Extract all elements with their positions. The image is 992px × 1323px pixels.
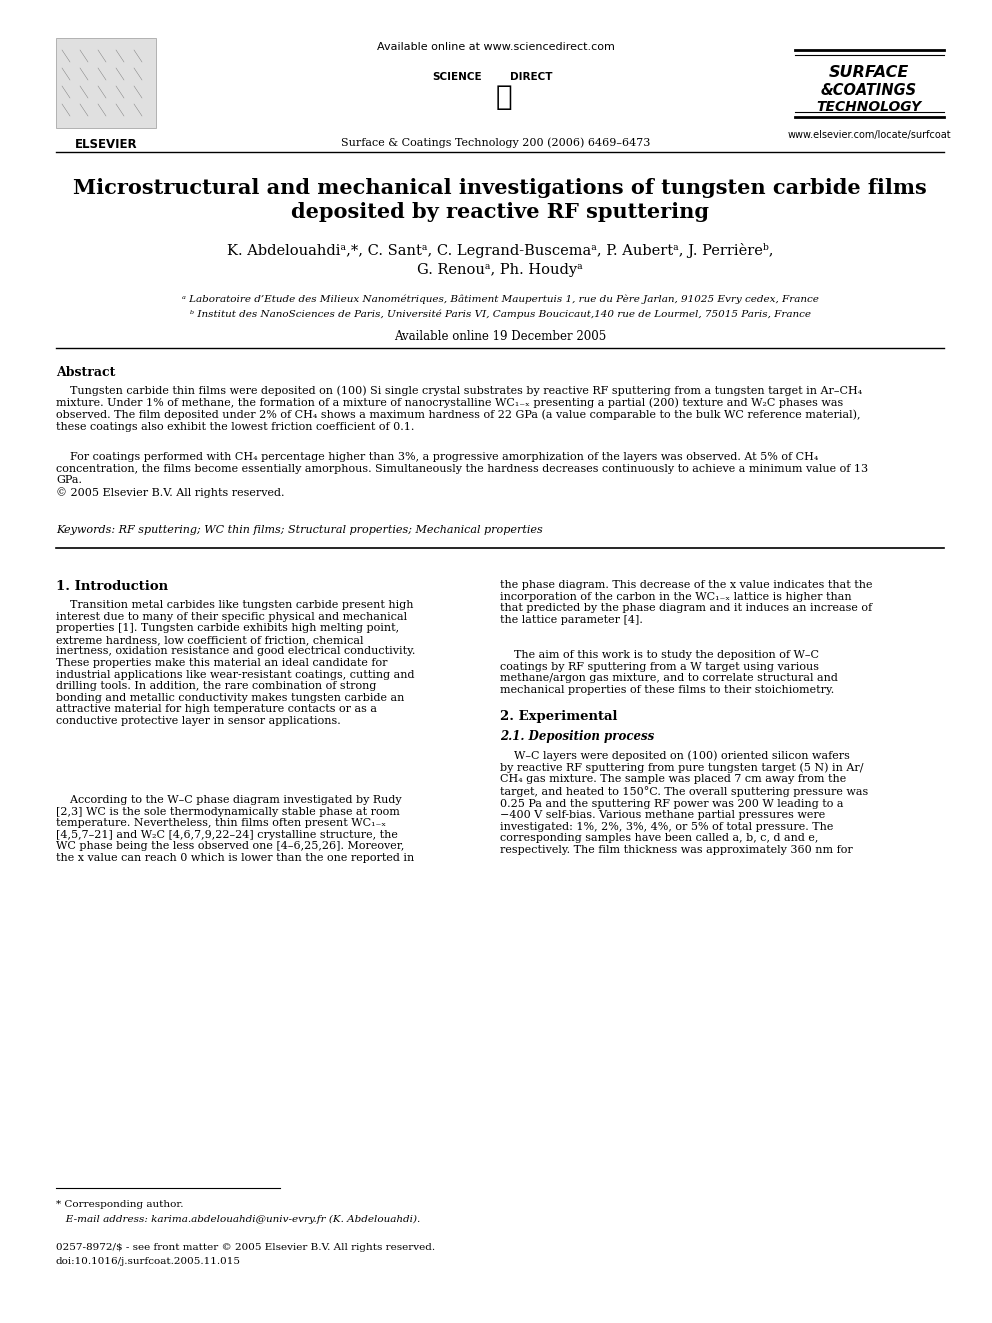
Text: G. Renouᵃ, Ph. Houdyᵃ: G. Renouᵃ, Ph. Houdyᵃ (417, 263, 583, 277)
Text: W–C layers were deposited on (100) oriented silicon wafers
by reactive RF sputte: W–C layers were deposited on (100) orien… (500, 750, 868, 855)
Text: DIRECT: DIRECT (510, 71, 553, 82)
Text: Transition metal carbides like tungsten carbide present high
interest due to man: Transition metal carbides like tungsten … (56, 601, 416, 726)
Text: SCIENCE: SCIENCE (432, 71, 482, 82)
Text: deposited by reactive RF sputtering: deposited by reactive RF sputtering (291, 202, 709, 222)
Text: the phase diagram. This decrease of the x value indicates that the
incorporation: the phase diagram. This decrease of the … (500, 579, 873, 624)
Text: ᵇ Institut des NanoSciences de Paris, Université Paris VI, Campus Boucicaut,140 : ᵇ Institut des NanoSciences de Paris, Un… (189, 310, 810, 319)
Text: Keywords: RF sputtering; WC thin films; Structural properties; Mechanical proper: Keywords: RF sputtering; WC thin films; … (56, 525, 543, 534)
Text: SURFACE: SURFACE (829, 65, 909, 79)
Text: ELSEVIER: ELSEVIER (74, 138, 137, 151)
Text: ⓐ: ⓐ (496, 83, 512, 111)
Bar (56, 38, 156, 128)
Text: Microstructural and mechanical investigations of tungsten carbide films: Microstructural and mechanical investiga… (73, 179, 927, 198)
Text: www.elsevier.com/locate/surfcoat: www.elsevier.com/locate/surfcoat (788, 130, 950, 140)
Text: K. Abdelouahdiᵃ,*, C. Santᵃ, C. Legrand-Buscemaᵃ, P. Aubertᵃ, J. Perrièreᵇ,: K. Abdelouahdiᵃ,*, C. Santᵃ, C. Legrand-… (227, 243, 773, 258)
Text: Available online at www.sciencedirect.com: Available online at www.sciencedirect.co… (377, 42, 615, 52)
Text: 2.1. Deposition process: 2.1. Deposition process (500, 730, 655, 744)
Text: Available online 19 December 2005: Available online 19 December 2005 (394, 329, 606, 343)
Text: doi:10.1016/j.surfcoat.2005.11.015: doi:10.1016/j.surfcoat.2005.11.015 (56, 1257, 241, 1266)
Text: TECHNOLOGY: TECHNOLOGY (816, 101, 922, 114)
Text: According to the W–C phase diagram investigated by Rudy
[2,3] WC is the sole the: According to the W–C phase diagram inves… (56, 795, 415, 863)
Text: For coatings performed with CH₄ percentage higher than 3%, a progressive amorphi: For coatings performed with CH₄ percenta… (56, 452, 868, 497)
Text: Surface & Coatings Technology 200 (2006) 6469–6473: Surface & Coatings Technology 200 (2006)… (341, 138, 651, 148)
Text: ᵃ Laboratoire d’Etude des Milieux Nanométriques, Bâtiment Maupertuis 1, rue du P: ᵃ Laboratoire d’Etude des Milieux Nanomé… (182, 295, 818, 304)
Text: Tungsten carbide thin films were deposited on (100) Si single crystal substrates: Tungsten carbide thin films were deposit… (56, 385, 862, 431)
Text: E-mail address: karima.abdelouahdi@univ-evry.fr (K. Abdelouahdi).: E-mail address: karima.abdelouahdi@univ-… (56, 1215, 421, 1224)
Text: * Corresponding author.: * Corresponding author. (56, 1200, 184, 1209)
Text: The aim of this work is to study the deposition of W–C
coatings by RF sputtering: The aim of this work is to study the dep… (500, 650, 838, 695)
Text: 0257-8972/$ - see front matter © 2005 Elsevier B.V. All rights reserved.: 0257-8972/$ - see front matter © 2005 El… (56, 1244, 435, 1252)
Text: 2. Experimental: 2. Experimental (500, 710, 617, 722)
Text: 1. Introduction: 1. Introduction (56, 579, 168, 593)
Text: Abstract: Abstract (56, 366, 115, 378)
Text: &COATINGS: &COATINGS (821, 83, 917, 98)
